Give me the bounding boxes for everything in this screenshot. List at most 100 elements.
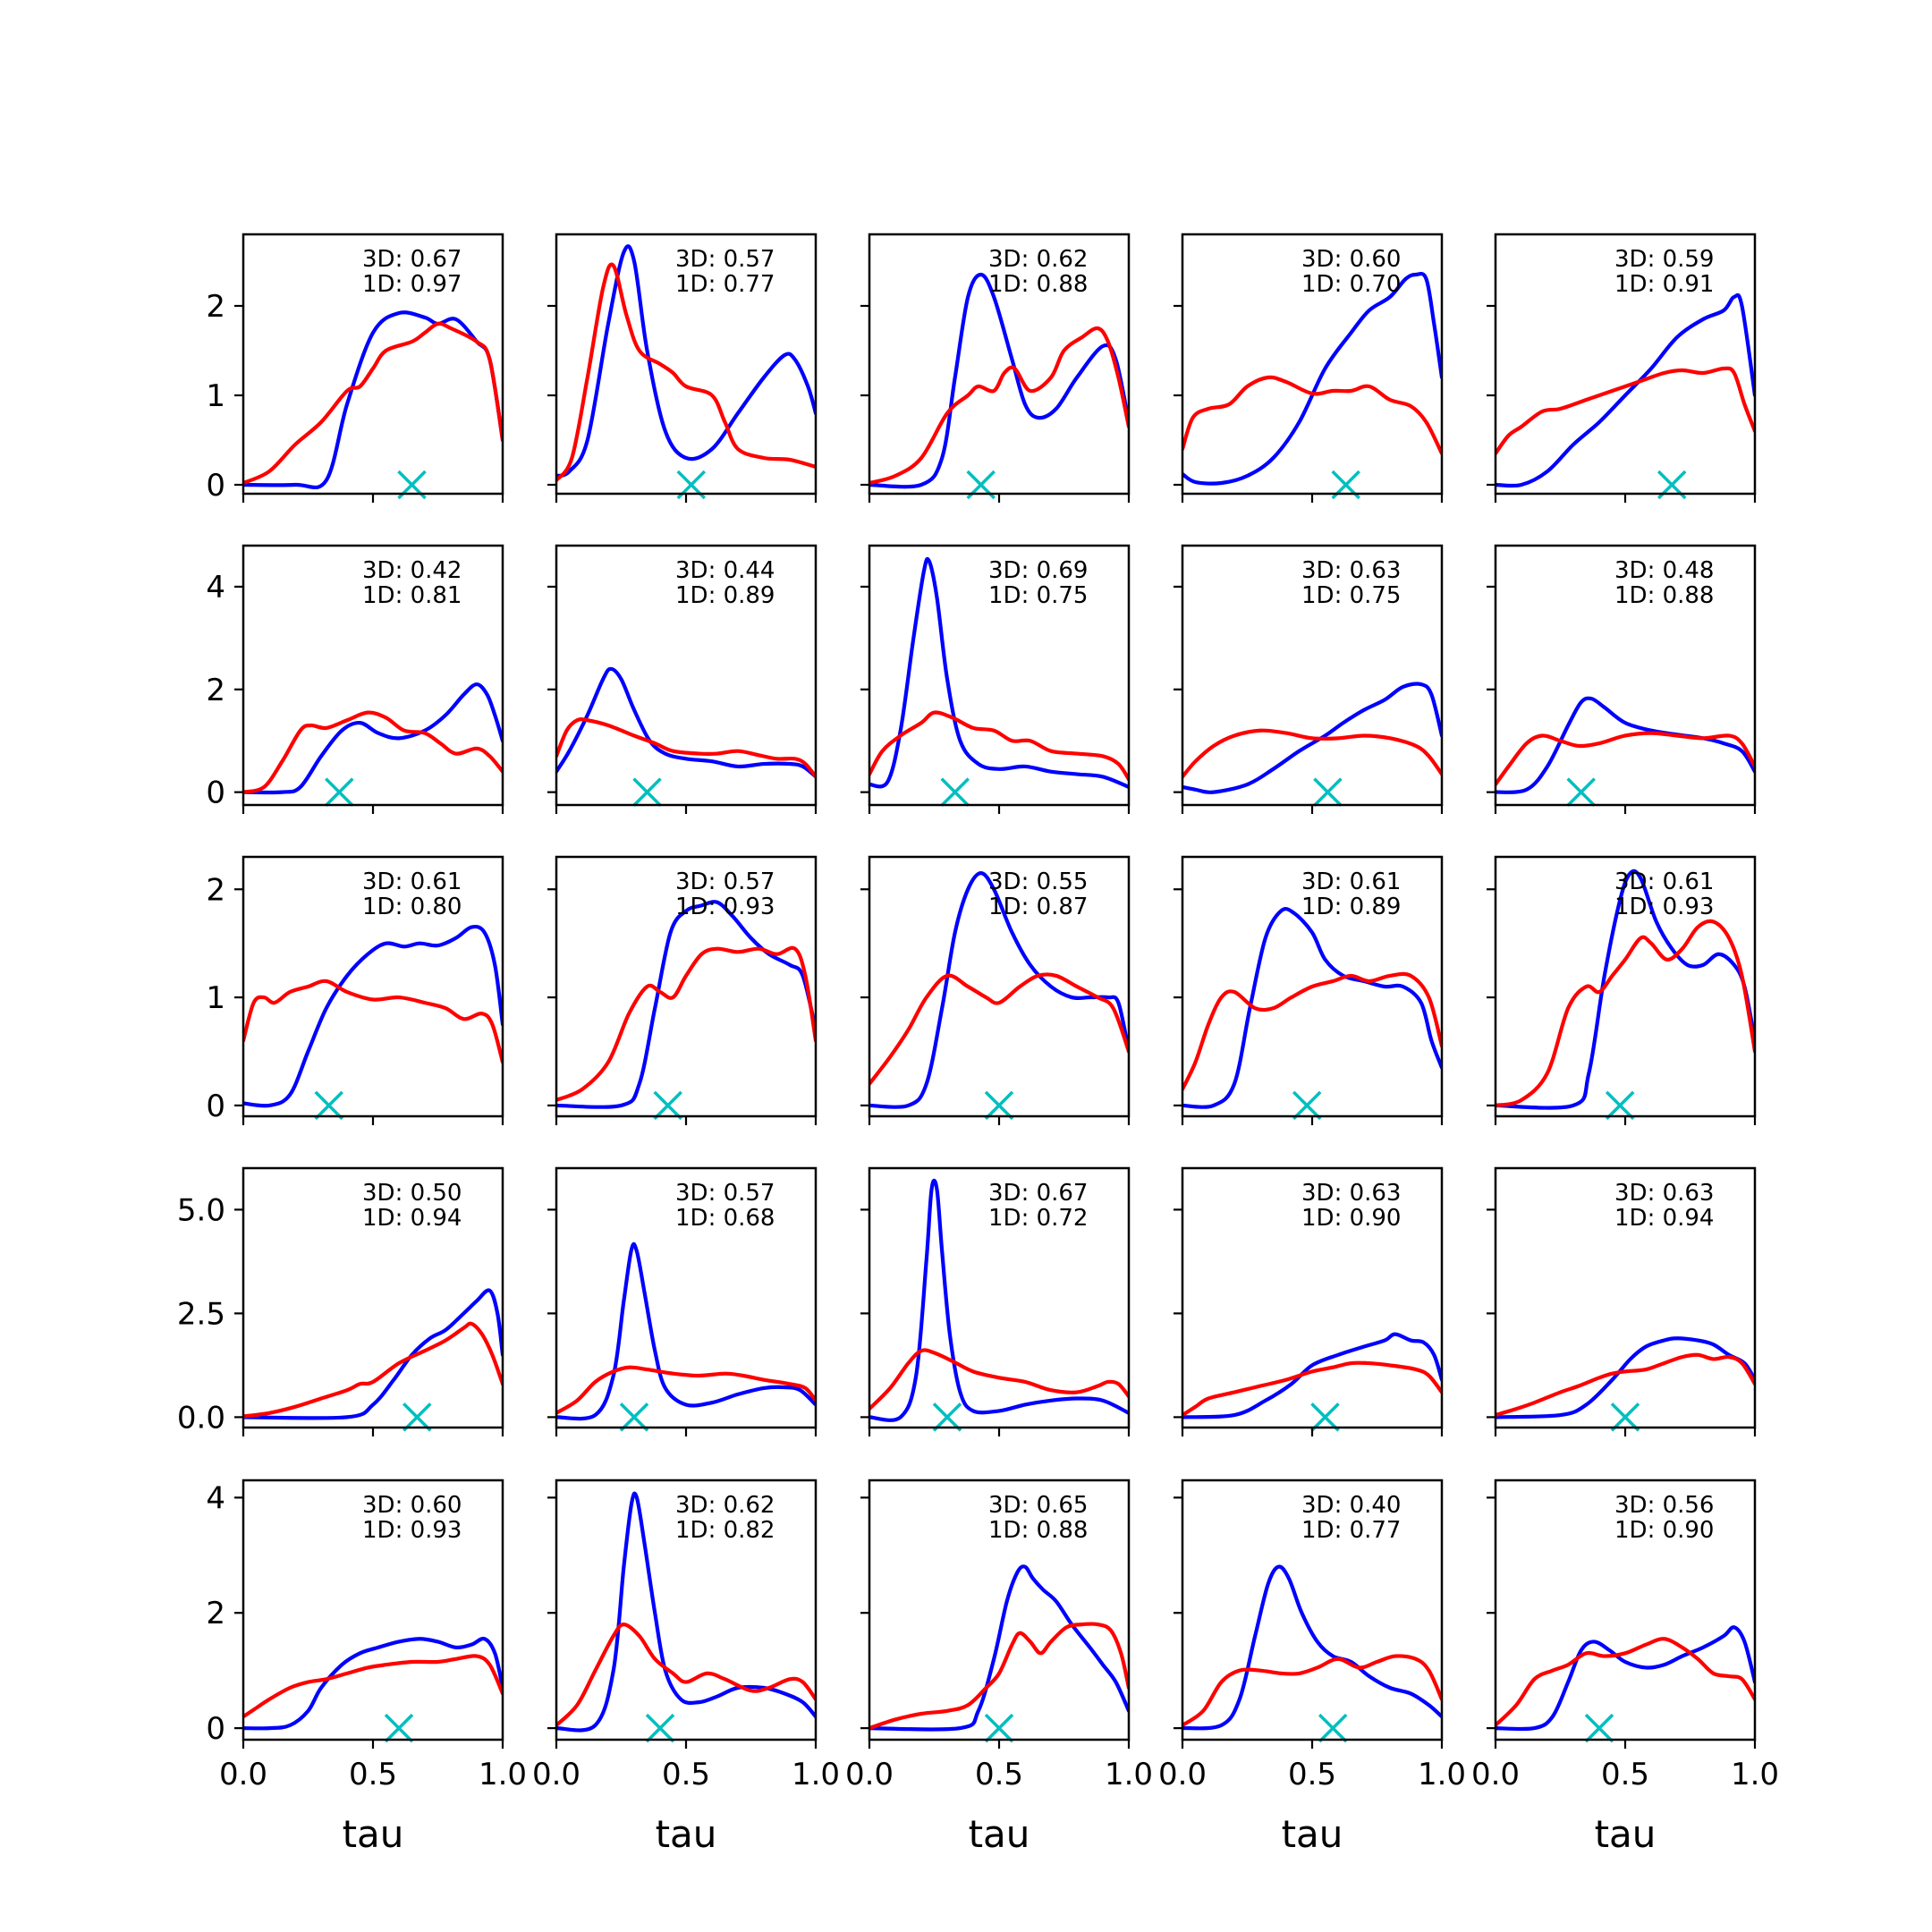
series-3d-line [1496,1625,1755,1732]
series-1d-line [1182,728,1442,779]
x-tick-label: 1.0 [1731,1757,1779,1792]
annotation-1d: 1D: 0.82 [675,1517,775,1544]
series-1d-line [243,1654,503,1719]
y-tick-label: 4 [206,1480,225,1516]
x-tick-label: 0.5 [662,1757,710,1792]
annotation-1d: 1D: 0.88 [988,1517,1088,1544]
x-axis-label: tau [969,1812,1030,1856]
marker-x [1584,1713,1614,1743]
series-1d-line [556,1623,816,1727]
series-3d-line [556,244,816,479]
series-3d-line [1496,869,1755,1110]
annotation-3d: 3D: 0.50 [362,1180,462,1207]
y-tick-label: 0 [206,468,225,504]
annotation-3d: 3D: 0.63 [1301,557,1401,584]
series-1d-line [1182,971,1442,1091]
series-1d-line [556,717,816,779]
series-3d-line [556,666,816,779]
series-3d-line [1182,906,1442,1109]
annotation-1d: 1D: 0.91 [1614,271,1714,298]
annotation-1d: 1D: 0.87 [988,894,1088,920]
annotation-3d: 3D: 0.62 [988,246,1088,273]
marker-x [940,777,970,807]
marker-x [1292,1090,1322,1121]
x-tick-label: 0.5 [1288,1757,1336,1792]
annotation-3d: 3D: 0.60 [362,1492,462,1519]
y-tick-label: 0 [206,1711,225,1747]
x-axis-label: tau [343,1812,404,1856]
y-tick-label: 2 [206,289,225,325]
series-3d-line [1496,292,1755,488]
annotation-1d: 1D: 0.68 [675,1205,775,1232]
series-1d-line [1496,1352,1755,1418]
annotation-3d: 3D: 0.60 [1301,246,1401,273]
annotation-3d: 3D: 0.59 [1614,246,1714,273]
annotation-3d: 3D: 0.40 [1301,1492,1401,1519]
series-3d-line [243,1288,503,1420]
x-tick-label: 0.0 [532,1757,580,1792]
marker-x [984,1713,1014,1743]
x-axis-label: tau [1282,1812,1343,1856]
annotation-1d: 1D: 0.77 [1301,1517,1401,1544]
series-3d-line [1182,1332,1442,1419]
annotation-1d: 1D: 0.72 [988,1205,1088,1232]
series-1d-line [1182,1654,1442,1727]
marker-x [384,1713,414,1743]
annotation-1d: 1D: 0.94 [362,1205,462,1232]
series-3d-line [869,1564,1129,1732]
series-1d-line [869,710,1129,782]
annotation-3d: 3D: 0.57 [675,1180,775,1207]
x-axis-label: tau [656,1812,717,1856]
series-3d-line [1182,682,1442,794]
marker-x [645,1713,675,1743]
annotation-3d: 3D: 0.63 [1301,1180,1401,1207]
series-3d-line [869,1178,1129,1422]
x-tick-label: 0.5 [1601,1757,1649,1792]
x-tick-label: 1.0 [1418,1757,1466,1792]
y-tick-label: 0 [206,1089,225,1124]
series-1d-line [869,972,1129,1086]
marker-x [619,1402,649,1432]
marker-x [1310,1402,1340,1432]
annotation-3d: 3D: 0.61 [362,869,462,895]
annotation-1d: 1D: 0.75 [988,582,1088,609]
series-1d-line [869,1622,1129,1731]
series-1d-line [1496,366,1755,456]
series-1d-line [1496,919,1755,1108]
series-3d-line [556,1241,816,1421]
series-3d-line [869,556,1129,789]
marker-x [314,1090,343,1121]
x-tick-label: 0.0 [1471,1757,1520,1792]
series-1d-line [243,321,503,486]
y-tick-label: 2 [206,673,225,708]
annotation-3d: 3D: 0.62 [675,1492,775,1519]
x-tick-label: 1.0 [1105,1757,1153,1792]
series-1d-line [869,1348,1129,1411]
annotation-1d: 1D: 0.93 [1614,894,1714,920]
series-3d-line [243,682,503,795]
y-tick-label: 2.5 [177,1296,225,1332]
series-1d-line [556,262,816,483]
marker-x [632,777,662,807]
marker-x [1605,1090,1635,1121]
series-1d-line [1496,731,1755,787]
annotation-3d: 3D: 0.44 [675,557,775,584]
series-1d-line [556,1365,816,1415]
series-3d-line [1496,1336,1755,1419]
annotation-1d: 1D: 0.90 [1301,1205,1401,1232]
